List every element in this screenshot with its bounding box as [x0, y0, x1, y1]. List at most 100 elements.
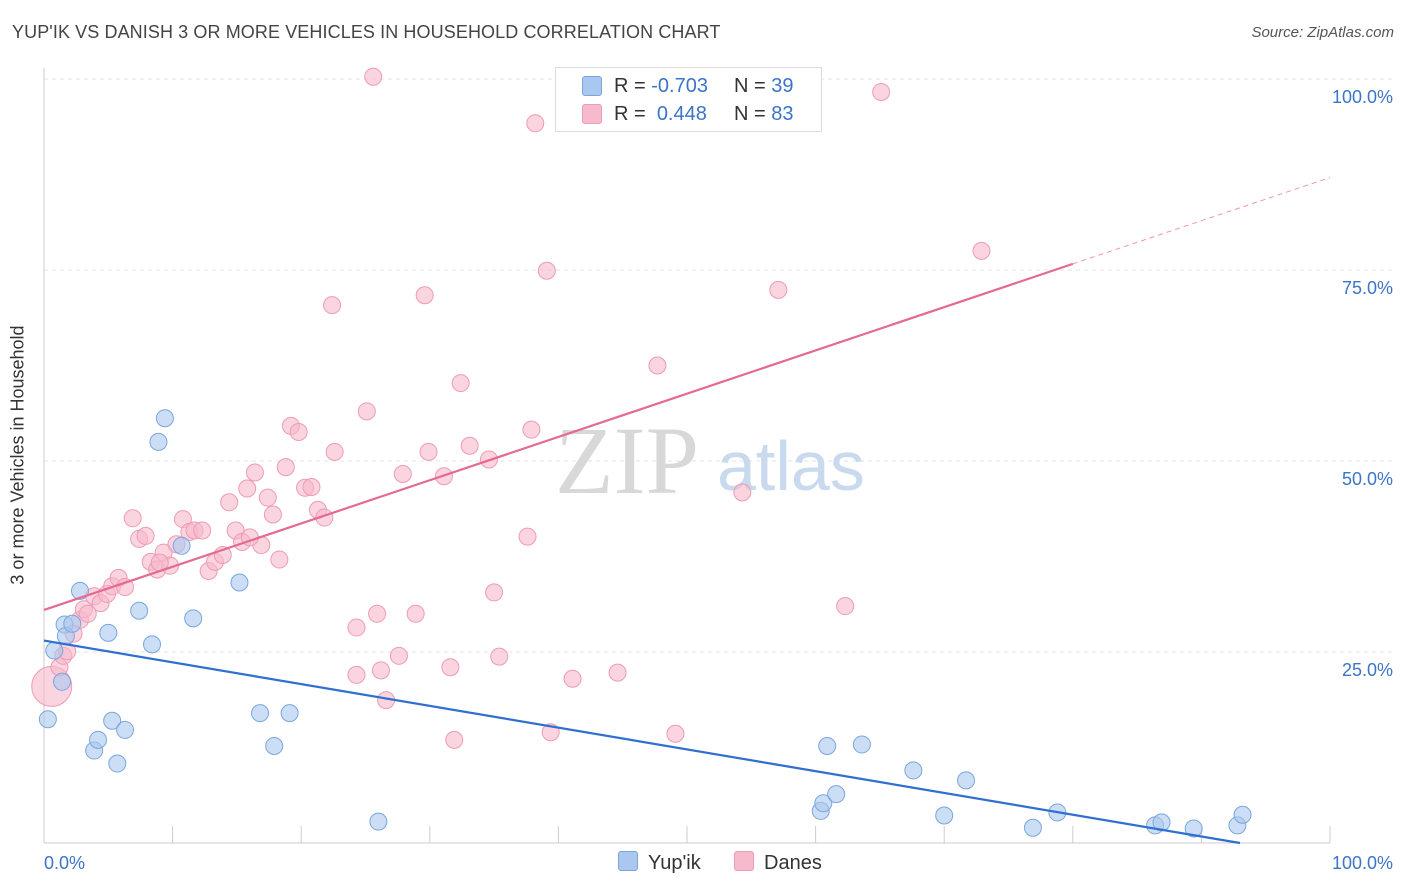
legend-label-yupik: Yup'ik	[648, 852, 701, 874]
point-yupik-8	[89, 730, 108, 749]
point-danes-28	[220, 493, 239, 512]
point-danes-55	[406, 604, 425, 623]
legend-item-yupik: Yup'ik	[618, 851, 701, 875]
point-yupik-35	[1152, 813, 1171, 832]
watermark: ZIP atlas	[555, 407, 865, 514]
point-danes-24	[193, 521, 212, 540]
point-danes-72	[608, 663, 627, 682]
chart-title: YUP'IK VS DANISH 3 OR MORE VEHICLES IN H…	[12, 22, 721, 42]
y-tick-label-50: 50.0%	[1342, 469, 1393, 489]
legend-swatch-yupik	[582, 76, 602, 96]
point-yupik-22	[280, 704, 299, 723]
point-yupik-31	[957, 771, 976, 790]
point-danes-79	[972, 241, 991, 260]
point-danes-50	[368, 604, 387, 623]
point-danes-75	[733, 483, 752, 502]
point-yupik-38	[1233, 805, 1252, 824]
point-yupik-29	[904, 761, 923, 780]
point-danes-34	[258, 488, 277, 507]
legend-n-yupik: N = 39	[734, 75, 794, 97]
legend-r-danes: R = 0.448	[614, 103, 707, 125]
point-danes-65	[490, 647, 509, 666]
point-danes-74	[666, 724, 685, 743]
point-yupik-5	[63, 614, 82, 633]
legend-n-danes: N = 83	[734, 103, 794, 125]
grid-lines	[44, 78, 1392, 653]
point-danes-57	[419, 442, 438, 461]
watermark-zip: ZIP	[555, 407, 699, 514]
point-danes-61	[451, 374, 470, 393]
point-danes-36	[270, 550, 289, 569]
point-danes-62	[460, 436, 479, 455]
source-label: Source: ZipAtlas.com	[1251, 24, 1394, 41]
legend-r-yupik: R = -0.703	[614, 75, 708, 97]
point-yupik-14	[143, 635, 162, 654]
point-danes-68	[526, 114, 545, 133]
point-danes-51	[371, 661, 390, 680]
point-danes-56	[415, 286, 434, 305]
point-danes-77	[836, 597, 855, 616]
point-yupik-0	[38, 710, 57, 729]
point-danes-71	[563, 669, 582, 688]
point-yupik-11	[108, 754, 127, 773]
point-yupik-15	[149, 432, 168, 451]
legend-swatch-yupik-bottom	[618, 851, 638, 871]
point-danes-53	[389, 646, 408, 665]
point-danes-78	[872, 82, 891, 101]
legend-item-danes: Danes	[734, 851, 822, 875]
point-yupik-25	[814, 794, 833, 813]
x-tick-label-max: 100.0%	[1332, 853, 1393, 873]
point-yupik-32	[1023, 818, 1042, 837]
point-danes-64	[485, 583, 504, 602]
point-yupik-16	[155, 409, 174, 428]
point-danes-45	[325, 442, 344, 461]
point-danes-73	[648, 356, 667, 375]
point-yupik-13	[130, 601, 149, 620]
point-danes-13	[123, 509, 142, 528]
point-yupik-17	[172, 536, 191, 555]
point-danes-66	[518, 527, 537, 546]
point-danes-54	[393, 464, 412, 483]
point-yupik-9	[99, 623, 118, 642]
tick-labels: 25.0% 50.0% 75.0% 100.0% 0.0% 100.0%	[44, 87, 1393, 873]
point-danes-76	[769, 280, 788, 299]
point-danes-69	[537, 261, 556, 280]
point-danes-49	[364, 67, 383, 86]
x-tick-label-min: 0.0%	[44, 853, 85, 873]
point-yupik-30	[935, 806, 954, 825]
point-danes-67	[522, 420, 541, 439]
trend-line-danes-extension	[1072, 177, 1331, 265]
point-danes-39	[289, 422, 308, 441]
point-yupik-23	[369, 812, 388, 831]
y-tick-label-100: 100.0%	[1332, 87, 1393, 107]
legend-swatch-danes-bottom	[734, 851, 754, 871]
data-points	[31, 67, 1252, 838]
point-danes-32	[245, 463, 264, 482]
point-yupik-18	[184, 609, 203, 628]
point-danes-35	[263, 505, 282, 524]
point-danes-47	[347, 665, 366, 684]
y-tick-label-25: 25.0%	[1342, 660, 1393, 680]
trend-lines	[43, 177, 1331, 845]
point-yupik-20	[251, 704, 270, 723]
point-danes-48	[357, 402, 376, 421]
trend-line-yupik	[43, 639, 1241, 845]
point-danes-59	[441, 658, 460, 677]
point-yupik-27	[827, 785, 846, 804]
point-danes-31	[238, 479, 257, 498]
point-danes-80	[78, 604, 97, 623]
point-yupik-1	[45, 641, 64, 660]
trend-line-danes	[43, 262, 1074, 612]
point-danes-15	[136, 526, 155, 545]
point-yupik-36	[1184, 819, 1203, 838]
point-danes-37	[276, 458, 295, 477]
point-danes-41	[302, 477, 321, 496]
point-yupik-6	[71, 581, 90, 600]
correlation-legend: R = -0.703 N = 39 R = 0.448 N = 83	[555, 67, 822, 132]
y-tick-label-75: 75.0%	[1342, 278, 1393, 298]
point-yupik-26	[818, 736, 837, 755]
point-yupik-2	[53, 672, 72, 691]
point-yupik-12	[116, 720, 135, 739]
point-danes-46	[347, 618, 366, 637]
